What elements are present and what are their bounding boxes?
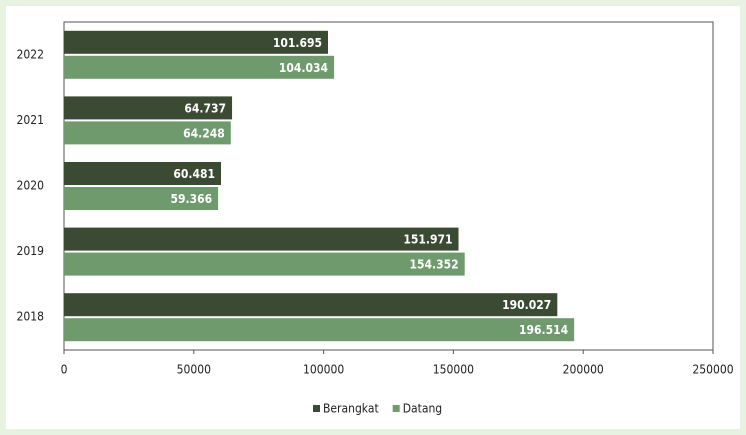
bar bbox=[64, 227, 459, 251]
value-label: 154.352 bbox=[410, 258, 459, 272]
y-tick-label: 2021 bbox=[17, 113, 44, 127]
value-label: 64.737 bbox=[184, 101, 226, 115]
value-label: 101.695 bbox=[273, 36, 322, 50]
legend-label: Datang bbox=[403, 402, 442, 416]
y-tick-label: 2019 bbox=[17, 244, 45, 258]
x-tick-label: 250000 bbox=[692, 363, 733, 377]
value-label: 64.248 bbox=[183, 126, 225, 140]
value-label: 190.027 bbox=[502, 298, 551, 312]
legend-swatch bbox=[313, 405, 320, 412]
legend-label: Berangkat bbox=[323, 402, 379, 416]
bar bbox=[64, 96, 233, 120]
x-tick-label: 200000 bbox=[563, 363, 604, 377]
value-label: 151.971 bbox=[403, 233, 452, 247]
y-tick-label: 2022 bbox=[17, 47, 44, 61]
value-label: 59.366 bbox=[170, 192, 212, 206]
bar bbox=[64, 293, 558, 317]
x-tick-label: 150000 bbox=[433, 363, 474, 377]
plot-area bbox=[63, 21, 714, 351]
y-tick-label: 2020 bbox=[17, 179, 45, 193]
y-tick-label: 2018 bbox=[17, 310, 45, 324]
legend-swatch bbox=[392, 405, 400, 412]
bar bbox=[64, 318, 575, 342]
value-label: 196.514 bbox=[519, 323, 569, 337]
value-label: 104.034 bbox=[279, 61, 329, 75]
bar bbox=[64, 121, 231, 145]
x-tick-label: 50000 bbox=[177, 363, 211, 377]
bar bbox=[64, 55, 335, 79]
x-tick-label: 0 bbox=[61, 363, 68, 377]
x-tick-label: 100000 bbox=[303, 363, 344, 377]
bar bbox=[64, 252, 465, 276]
bar bbox=[64, 187, 219, 210]
bar bbox=[64, 162, 222, 185]
bar bbox=[64, 30, 329, 54]
value-label: 60.481 bbox=[173, 167, 215, 181]
